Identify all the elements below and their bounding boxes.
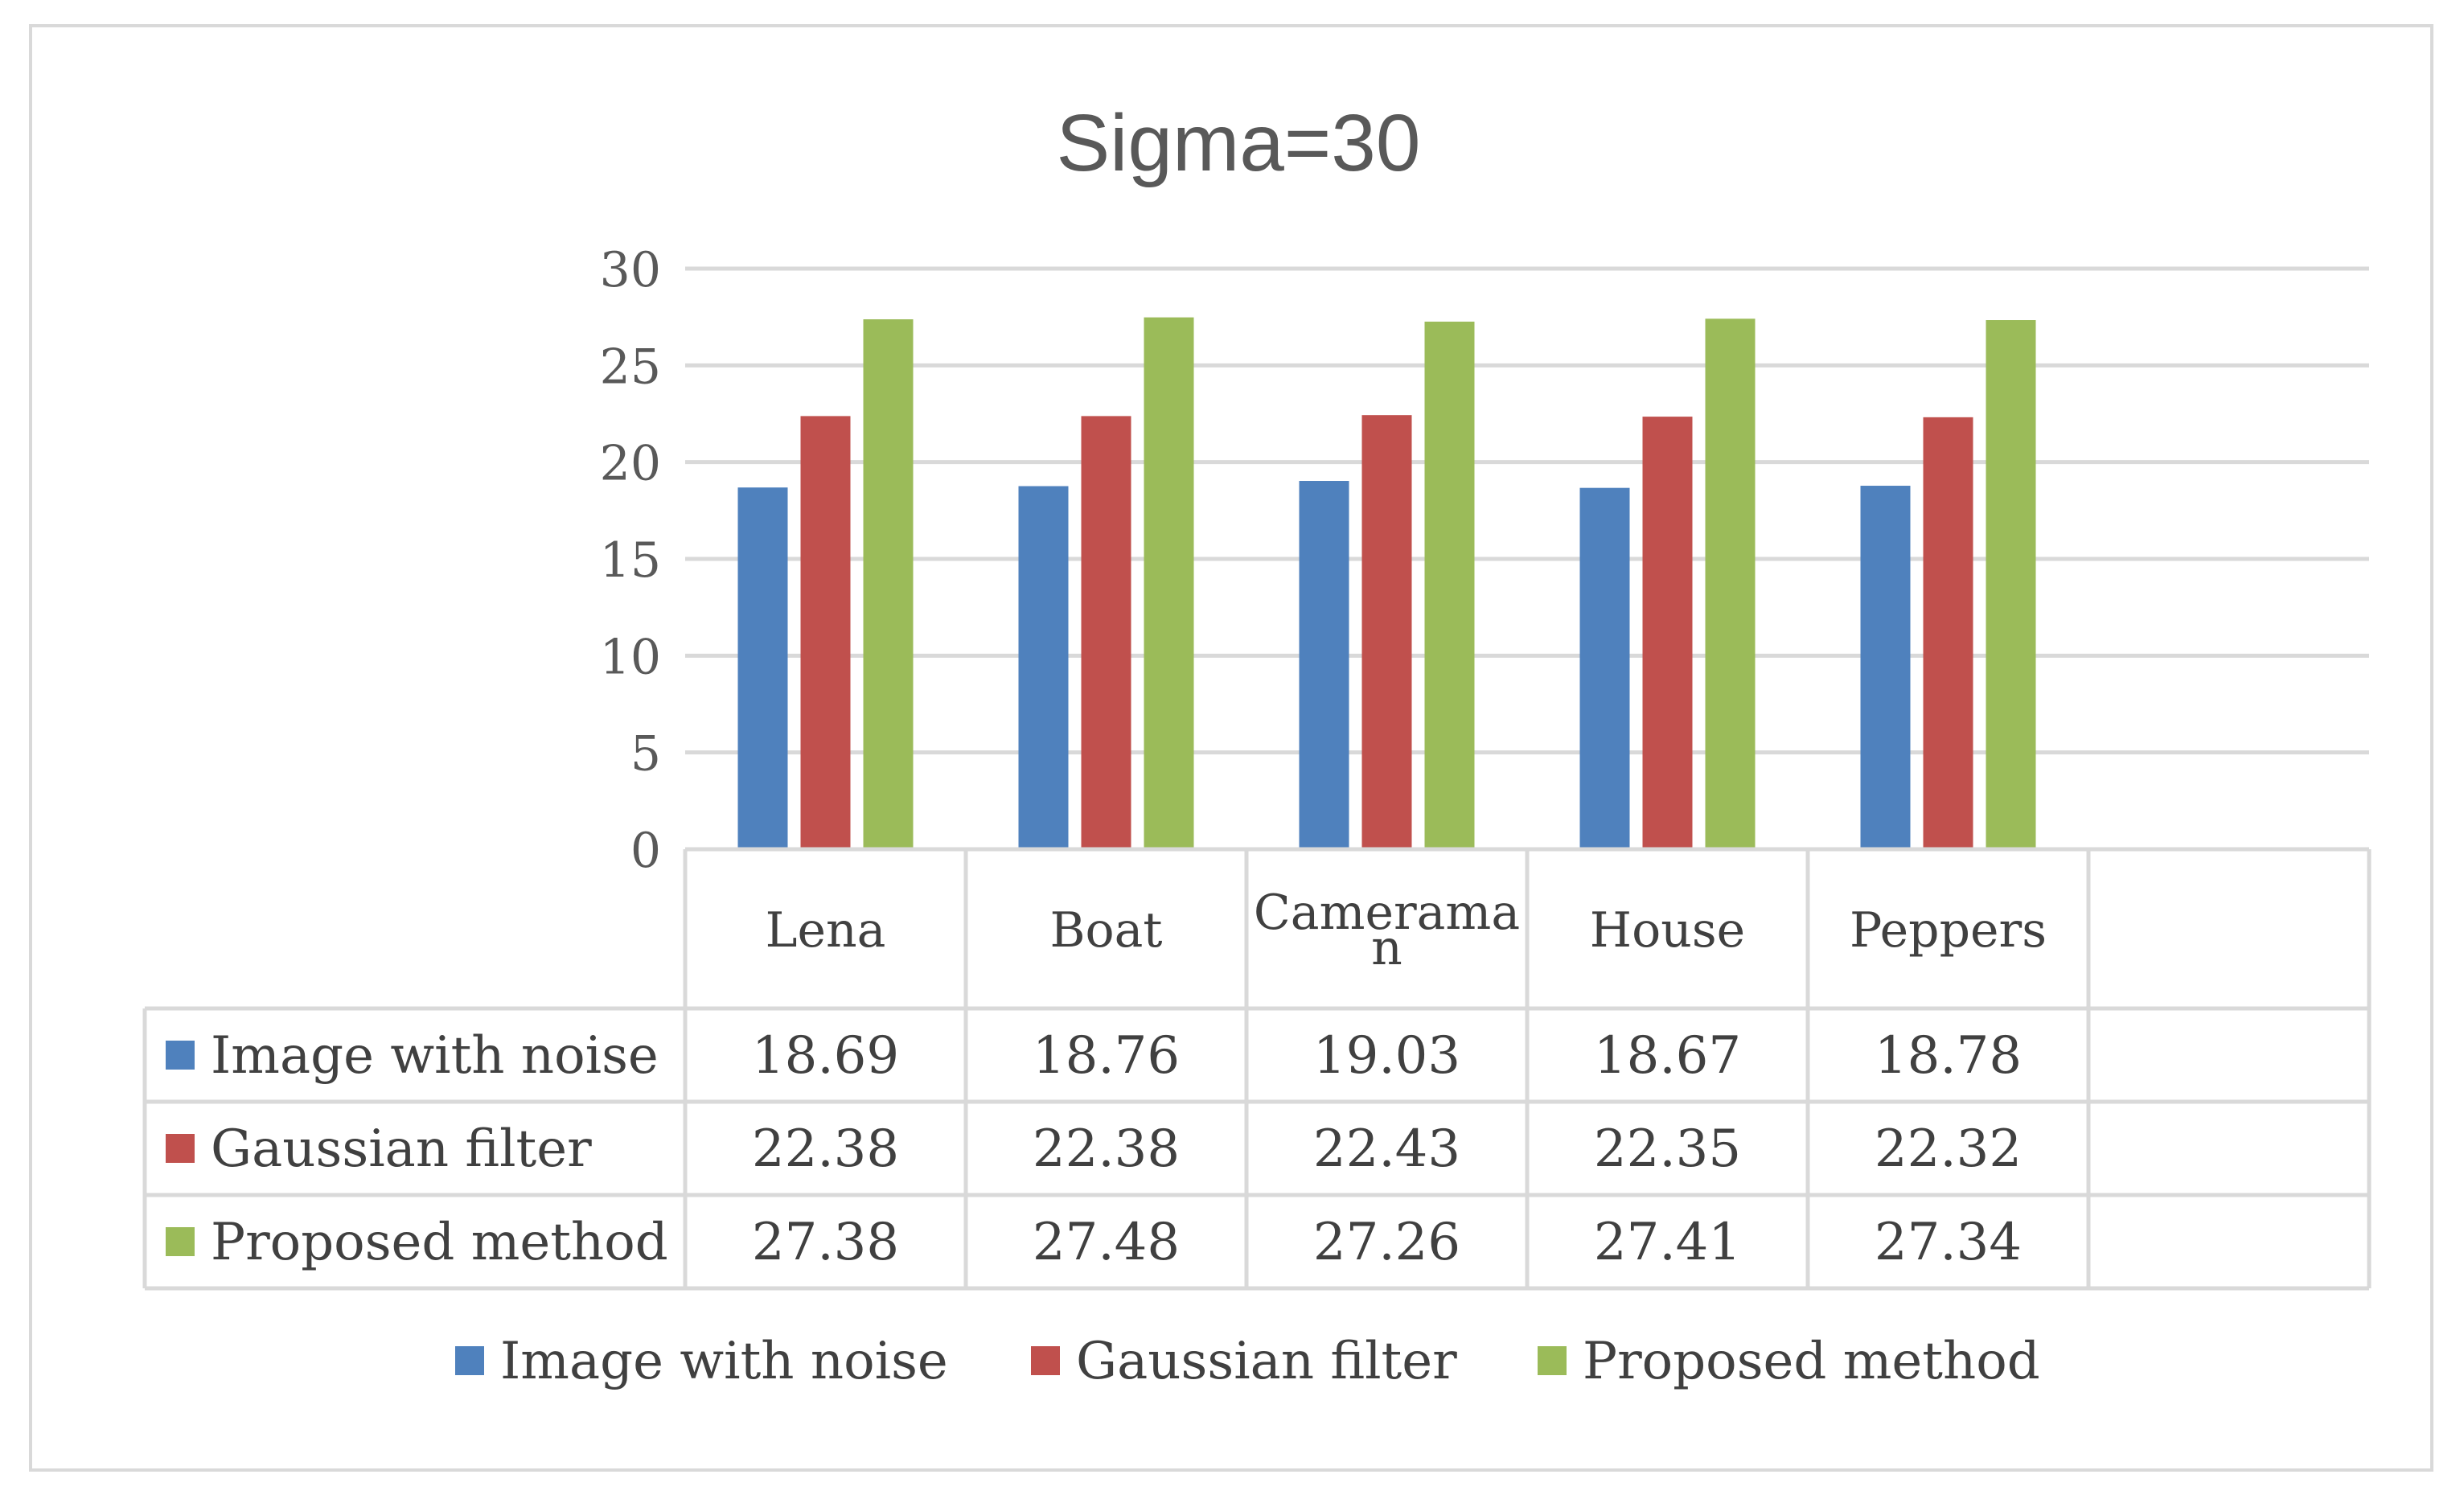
bar xyxy=(1923,417,1973,849)
table-value: 22.35 xyxy=(1594,1119,1741,1179)
bar xyxy=(1860,486,1911,849)
y-tick-label: 25 xyxy=(600,339,661,395)
table-value: 27.38 xyxy=(752,1213,899,1272)
table-value: 18.67 xyxy=(1594,1026,1741,1086)
chart-title: Sigma=30 xyxy=(1056,98,1420,188)
bar xyxy=(1299,481,1349,849)
chart-frame xyxy=(29,24,2433,1472)
category-label: House xyxy=(1590,902,1745,959)
bar xyxy=(1642,417,1693,849)
bars xyxy=(737,317,2036,850)
y-tick-label: 5 xyxy=(630,726,661,782)
bar xyxy=(1361,415,1412,849)
table-value: 27.26 xyxy=(1313,1213,1460,1272)
legend-label: Image with noise xyxy=(500,1332,948,1391)
table-legend-key xyxy=(166,1227,195,1256)
bar xyxy=(737,487,788,849)
table-value: 19.03 xyxy=(1313,1026,1460,1086)
table-value: 27.48 xyxy=(1033,1213,1180,1272)
table-value: 27.34 xyxy=(1875,1213,2022,1272)
table-legend-key xyxy=(166,1041,195,1070)
y-tick-label: 10 xyxy=(600,629,661,685)
data-table: Lena Boat Camerama n House Peppers Image with … xyxy=(142,847,2372,1291)
bar xyxy=(1424,321,1475,850)
y-tick-label: 30 xyxy=(600,242,661,298)
bar xyxy=(1579,487,1630,849)
bar xyxy=(1986,320,2036,849)
table-value: 18.78 xyxy=(1875,1026,2022,1086)
bar xyxy=(800,416,851,849)
table-value: 18.69 xyxy=(752,1026,899,1086)
legend-label: Gaussian filter xyxy=(1076,1332,1457,1391)
table-legend-key xyxy=(166,1134,195,1163)
table-series-name: Proposed method xyxy=(211,1213,668,1272)
bar xyxy=(1144,317,1194,849)
category-label: Lena xyxy=(766,902,886,959)
legend-key xyxy=(1031,1346,1060,1375)
legend: Image with noise Gaussian filter Proposed … xyxy=(455,1332,2040,1391)
table-series-name: Gaussian filter xyxy=(211,1119,592,1179)
table-value: 22.43 xyxy=(1313,1119,1460,1179)
bar xyxy=(1081,416,1131,849)
table-series-name: Image with noise xyxy=(211,1026,659,1086)
legend-label: Proposed method xyxy=(1583,1332,2040,1391)
table-value: 22.32 xyxy=(1875,1119,2022,1179)
table-value: 18.76 xyxy=(1033,1026,1180,1086)
category-label: Peppers xyxy=(1850,902,2047,959)
legend-key xyxy=(455,1346,484,1375)
category-label: Boat xyxy=(1049,902,1162,959)
bar xyxy=(1018,486,1069,849)
legend-key xyxy=(1538,1346,1567,1375)
gridlines xyxy=(685,266,2369,755)
table-value: 22.38 xyxy=(1033,1119,1180,1179)
y-tick-label: 0 xyxy=(630,823,661,879)
y-tick-label: 20 xyxy=(600,436,661,492)
y-axis-ticks: 0 5 10 15 20 25 30 xyxy=(600,242,661,879)
category-label: Camerama n xyxy=(1254,885,1520,976)
y-tick-label: 15 xyxy=(600,532,661,589)
bar xyxy=(1705,318,1756,850)
table-value: 27.41 xyxy=(1594,1213,1741,1272)
bar xyxy=(863,319,914,849)
table-value: 22.38 xyxy=(752,1119,899,1179)
